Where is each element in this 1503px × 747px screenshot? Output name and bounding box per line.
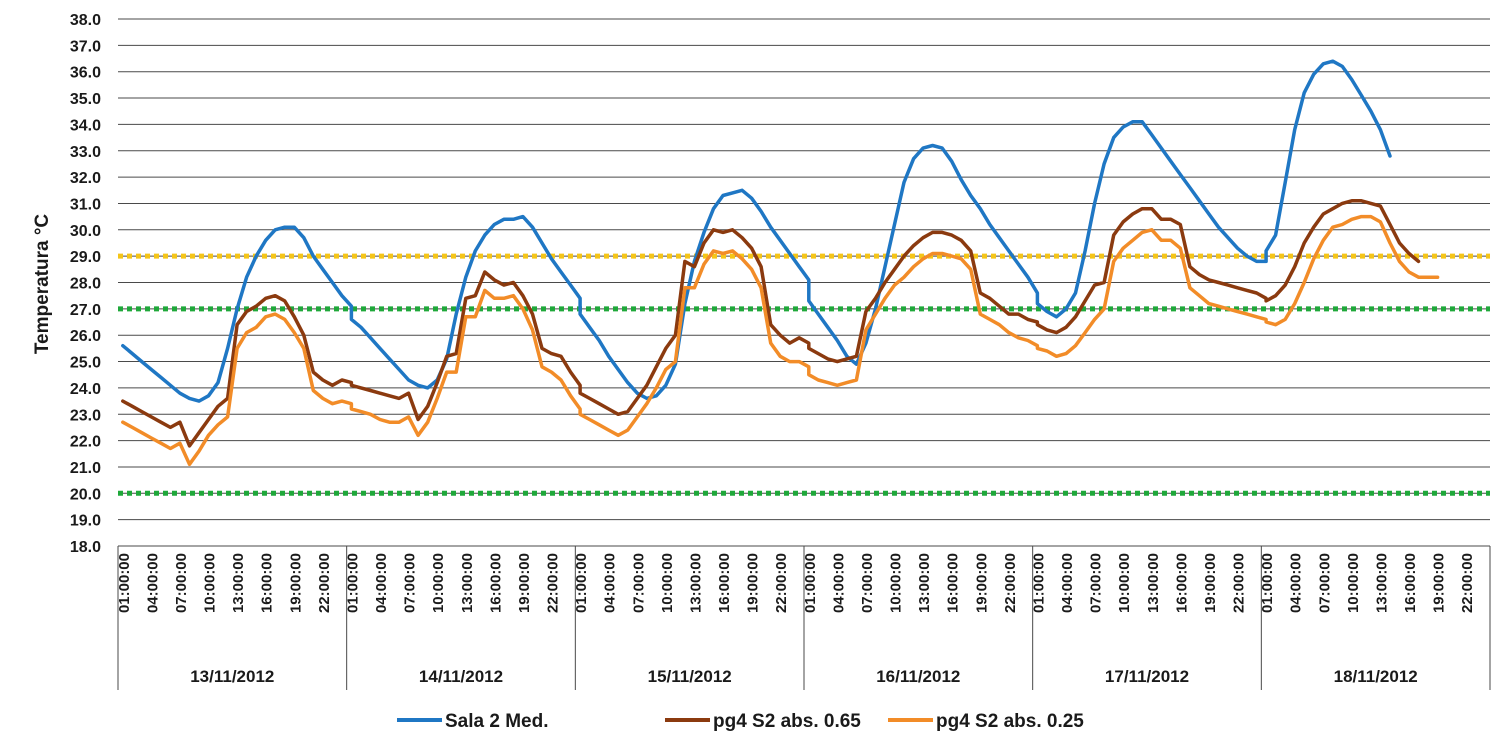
y-tick-label: 37.0 <box>70 38 101 55</box>
y-tick-label: 21.0 <box>70 460 101 477</box>
day-label: 13/11/2012 <box>190 667 274 686</box>
x-tick-label: 22:00:00 <box>1231 553 1248 613</box>
day-label: 18/11/2012 <box>1334 667 1418 686</box>
x-tick-label: 22:00:00 <box>545 553 562 613</box>
y-axis-label: Temperatura °C <box>32 214 53 355</box>
x-tick-label: 10:00:00 <box>202 553 219 613</box>
y-tick-label: 18.0 <box>70 539 101 556</box>
y-tick-label: 24.0 <box>70 381 101 398</box>
x-tick-label: 13:00:00 <box>687 553 704 613</box>
x-tick-label: 22:00:00 <box>773 553 790 613</box>
x-tick-label: 04:00:00 <box>144 553 161 613</box>
y-tick-label: 22.0 <box>70 434 101 451</box>
y-tick-label: 19.0 <box>70 513 101 530</box>
x-tick-label: 07:00:00 <box>1316 553 1333 613</box>
x-tick-label: 19:00:00 <box>1202 553 1219 613</box>
x-axis: 01:00:00 04:00:00 07:00:00 10:00:00 13:00:00… <box>116 545 1491 690</box>
legend-label-2: pg4 S2 abs. 0.25 <box>936 711 1084 732</box>
x-tick-label: 16:00:00 <box>1402 553 1419 613</box>
x-tick-label: 04:00:00 <box>373 553 390 613</box>
x-tick-label: 16:00:00 <box>259 553 276 613</box>
reference-lines <box>118 253 1490 496</box>
y-axis-ticks: 18.0 19.0 20.0 21.0 22.0 23.0 24.0 25.0 26.0 27.0… <box>70 12 101 556</box>
x-tick-label: 13:00:00 <box>1145 553 1162 613</box>
x-tick-label: 07:00:00 <box>1088 553 1105 613</box>
y-tick-label: 33.0 <box>70 144 101 161</box>
x-tick-label: 13:00:00 <box>916 553 933 613</box>
x-tick-label: 01:00:00 <box>802 553 819 613</box>
y-tick-label: 38.0 <box>70 12 101 29</box>
x-tick-label: 01:00:00 <box>573 553 590 613</box>
x-tick-label: 19:00:00 <box>1431 553 1448 613</box>
x-tick-label: 22:00:00 <box>1002 553 1019 613</box>
x-tick-label: 07:00:00 <box>630 553 647 613</box>
x-tick-label: 19:00:00 <box>973 553 990 613</box>
x-tick-label: 10:00:00 <box>888 553 905 613</box>
x-tick-label: 04:00:00 <box>1288 553 1305 613</box>
x-tick-label: 13:00:00 <box>1373 553 1390 613</box>
x-tick-label: 04:00:00 <box>830 553 847 613</box>
x-tick-label: 04:00:00 <box>1059 553 1076 613</box>
y-tick-label: 30.0 <box>70 223 101 240</box>
x-tick-label: 16:00:00 <box>1173 553 1190 613</box>
x-tick-label: 13:00:00 <box>459 553 476 613</box>
series-line-0 <box>121 59 1392 403</box>
x-tick-label: 07:00:00 <box>859 553 876 613</box>
x-tick-label: 22:00:00 <box>1459 553 1476 613</box>
x-tick-label: 10:00:00 <box>430 553 447 613</box>
day-label: 17/11/2012 <box>1105 667 1189 686</box>
series-line-2 <box>121 214 1440 467</box>
x-tick-label: 22:00:00 <box>316 553 333 613</box>
y-tick-label: 29.0 <box>70 249 101 266</box>
x-tick-label: 01:00:00 <box>344 553 361 613</box>
x-tick-label: 16:00:00 <box>945 553 962 613</box>
y-tick-label: 28.0 <box>70 276 101 293</box>
y-tick-label: 34.0 <box>70 117 101 134</box>
y-tick-label: 23.0 <box>70 407 101 424</box>
grid-lines <box>118 18 1490 547</box>
x-tick-label: 01:00:00 <box>1030 553 1047 613</box>
x-tick-label: 10:00:00 <box>1116 553 1133 613</box>
x-tick-label: 04:00:00 <box>602 553 619 613</box>
x-tick-label: 19:00:00 <box>516 553 533 613</box>
y-tick-label: 35.0 <box>70 91 101 108</box>
x-tick-label: 07:00:00 <box>402 553 419 613</box>
y-tick-label: 32.0 <box>70 170 101 187</box>
y-tick-label: 26.0 <box>70 328 101 345</box>
x-tick-label: 19:00:00 <box>287 553 304 613</box>
x-tick-label: 16:00:00 <box>487 553 504 613</box>
y-tick-label: 25.0 <box>70 355 101 372</box>
x-tick-label: 01:00:00 <box>1259 553 1276 613</box>
series-lines <box>121 59 1440 467</box>
y-tick-label: 27.0 <box>70 302 101 319</box>
y-tick-label: 31.0 <box>70 196 101 213</box>
day-label: 14/11/2012 <box>419 667 503 686</box>
day-label: 16/11/2012 <box>876 667 960 686</box>
day-label: 15/11/2012 <box>648 667 732 686</box>
x-tick-label: 16:00:00 <box>716 553 733 613</box>
y-tick-label: 20.0 <box>70 486 101 503</box>
x-tick-label: 10:00:00 <box>1345 553 1362 613</box>
x-tick-label: 10:00:00 <box>659 553 676 613</box>
legend-label-1: pg4 S2 abs. 0.65 <box>713 711 861 732</box>
x-tick-label: 19:00:00 <box>745 553 762 613</box>
series-line-1 <box>121 199 1421 448</box>
y-tick-label: 36.0 <box>70 65 101 82</box>
legend: Sala 2 Med. pg4 S2 abs. 0.65 pg4 S2 abs. 0… <box>397 711 1084 732</box>
x-tick-label: 07:00:00 <box>173 553 190 613</box>
legend-label-0: Sala 2 Med. <box>445 711 549 732</box>
x-tick-label: 01:00:00 <box>116 553 133 613</box>
x-tick-label: 13:00:00 <box>230 553 247 613</box>
